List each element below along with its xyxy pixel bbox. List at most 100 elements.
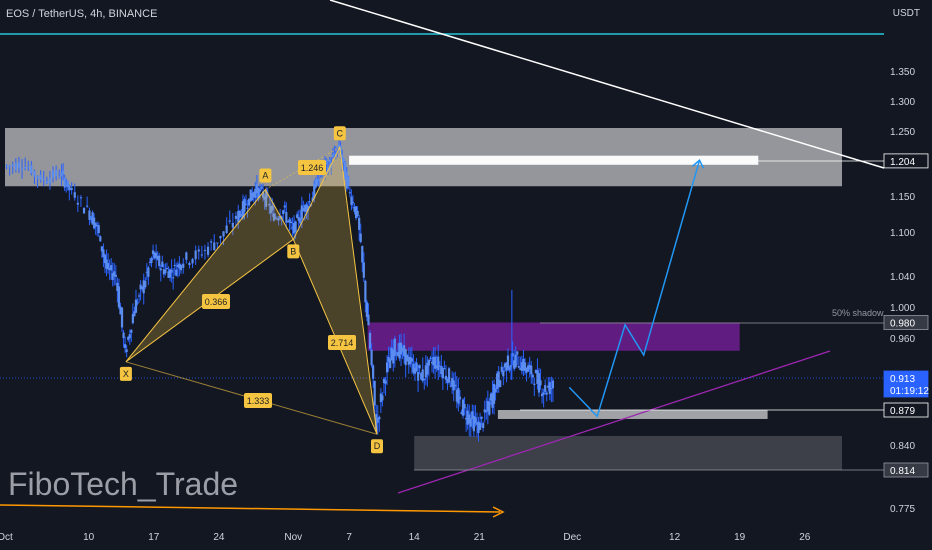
- price-tag: [883, 370, 929, 398]
- candle-body: [477, 421, 480, 434]
- candle-body: [475, 423, 479, 425]
- candle-body: [261, 191, 265, 198]
- candle-body: [55, 169, 58, 177]
- candle-body: [42, 178, 45, 180]
- candle-body: [225, 225, 228, 234]
- candle-body: [213, 242, 216, 251]
- candle-body: [114, 274, 117, 277]
- candle-body: [130, 329, 133, 333]
- candle-body: [102, 249, 105, 258]
- candle-body: [468, 414, 471, 424]
- candle-body: [156, 255, 159, 260]
- candle-body: [381, 395, 384, 401]
- candle-body: [354, 206, 358, 218]
- candle-body: [249, 189, 252, 202]
- candle-body: [292, 223, 296, 234]
- candle-body: [111, 273, 114, 280]
- purple-zone: [367, 322, 740, 351]
- candle-body: [265, 190, 268, 207]
- x-tick-label: Oct: [0, 532, 13, 543]
- candle-body: [492, 384, 496, 404]
- candle-body: [30, 165, 33, 174]
- candle-body: [387, 356, 390, 362]
- candle-body: [494, 388, 497, 393]
- pattern-point-label: D: [374, 441, 381, 451]
- candle-body: [472, 415, 475, 432]
- candle-body: [432, 357, 435, 366]
- price-tag: [883, 402, 929, 418]
- candle-body: [139, 284, 142, 290]
- candle-body: [178, 263, 181, 269]
- candle-body: [548, 382, 551, 395]
- candle-body: [94, 222, 97, 227]
- target-zone: [349, 155, 759, 165]
- candle-body: [131, 313, 134, 324]
- candle-body: [11, 164, 14, 167]
- price-tag: [883, 315, 929, 330]
- candle-body: [430, 361, 434, 364]
- x-tick-label: 21: [474, 532, 486, 543]
- candle-body: [344, 162, 347, 180]
- projection-arrow-head: [692, 159, 705, 169]
- candle-body: [117, 286, 121, 308]
- candle-body: [65, 185, 68, 187]
- x-axis-panel[interactable]: [0, 524, 884, 550]
- candle-body: [368, 332, 372, 349]
- candle-body: [316, 178, 319, 186]
- candle-body: [550, 388, 553, 390]
- candle-body: [137, 295, 141, 297]
- candle-body: [197, 249, 200, 252]
- candle-body: [410, 358, 413, 362]
- candle-body: [314, 179, 317, 188]
- candle-body: [330, 163, 333, 169]
- candle-body: [48, 177, 52, 184]
- candle-body: [58, 176, 61, 178]
- candle-body: [359, 233, 362, 243]
- pattern-point-label: B: [290, 246, 296, 256]
- candle-body: [308, 201, 311, 203]
- ratio-label: 2.714: [331, 338, 354, 348]
- pattern-point-label: X: [123, 369, 129, 379]
- candle-body: [263, 196, 266, 200]
- candle-body: [528, 364, 531, 369]
- x-tick-label: 14: [409, 532, 421, 543]
- candle-body: [412, 363, 415, 373]
- candle-body: [533, 383, 536, 385]
- candle-body: [474, 417, 477, 424]
- candle-body: [351, 202, 355, 204]
- candle-body: [20, 168, 24, 170]
- candle-body: [362, 262, 365, 278]
- pattern-point-b: [287, 244, 300, 259]
- candle-body: [145, 271, 148, 273]
- candle-body: [539, 380, 542, 386]
- y-tick-label: 0.775: [890, 504, 915, 515]
- x-tick-label: 10: [83, 532, 95, 543]
- candle-body: [489, 393, 493, 401]
- candle-body: [294, 221, 297, 232]
- candle-body: [506, 355, 510, 369]
- candle-body: [514, 354, 517, 368]
- y-axis-panel[interactable]: [884, 0, 932, 550]
- candle-body: [91, 212, 94, 225]
- candle-body: [347, 176, 350, 187]
- candle-body: [164, 269, 167, 274]
- candle-body: [395, 352, 398, 354]
- candle-body: [540, 393, 544, 397]
- candle-body: [367, 314, 370, 326]
- candle-body: [88, 210, 91, 220]
- candle-body: [248, 198, 251, 206]
- candle-body: [361, 246, 364, 263]
- price-tag: [883, 462, 929, 478]
- candle-body: [356, 210, 359, 217]
- candle-body: [407, 356, 410, 365]
- candle-body: [216, 242, 219, 244]
- candle-body: [141, 286, 144, 289]
- candle-body: [491, 392, 494, 408]
- candle-body: [469, 418, 472, 427]
- candle-body: [396, 352, 400, 357]
- candle-body: [486, 400, 489, 412]
- candle-body: [255, 183, 258, 194]
- candle-body: [370, 349, 373, 366]
- candle-body: [148, 261, 152, 263]
